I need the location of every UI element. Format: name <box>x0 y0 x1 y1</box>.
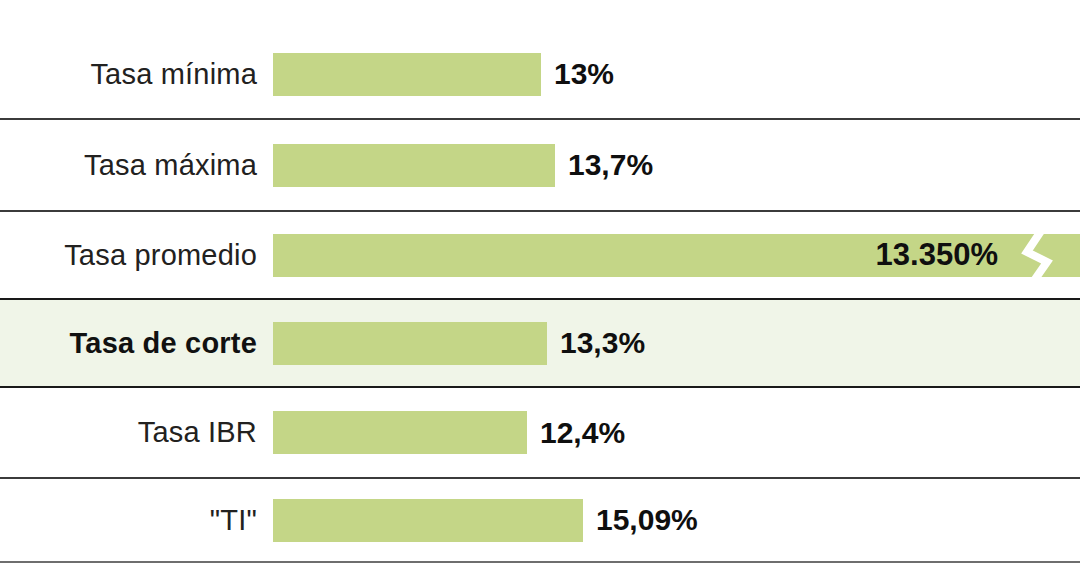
chart-row-ti: "TI" 15,09% <box>0 477 1080 563</box>
row-label: "TI" <box>0 504 257 537</box>
bar-value: 13% <box>554 57 614 91</box>
axis-break-icon <box>1020 229 1056 286</box>
row-label: Tasa de corte <box>0 327 257 360</box>
bar-tasa-ibr <box>273 411 527 454</box>
bar-value: 15,09% <box>596 503 698 537</box>
row-label: Tasa IBR <box>0 416 257 449</box>
bar-value-inside: 13.350% <box>876 237 998 273</box>
row-label: Tasa promedio <box>0 239 257 272</box>
rate-bar-chart: Tasa mínima 13% Tasa máxima 13,7% Tasa p… <box>0 0 1080 567</box>
row-label: Tasa mínima <box>0 58 257 91</box>
chart-row-tasa-minima: Tasa mínima 13% <box>0 0 1080 118</box>
row-label: Tasa máxima <box>0 149 257 182</box>
chart-row-tasa-ibr: Tasa IBR 12,4% <box>0 388 1080 477</box>
bar-tasa-de-corte <box>273 322 547 365</box>
bar-tasa-minima <box>273 53 541 96</box>
bar-value: 13,3% <box>560 326 645 360</box>
bar-ti <box>273 499 583 542</box>
bar-value: 12,4% <box>540 416 625 450</box>
bar-tasa-promedio: 13.350% <box>273 234 1080 277</box>
chart-row-tasa-maxima: Tasa máxima 13,7% <box>0 118 1080 210</box>
bar-tasa-maxima <box>273 144 555 187</box>
bar-value: 13,7% <box>568 148 653 182</box>
chart-row-tasa-de-corte-highlighted: Tasa de corte 13,3% <box>0 298 1080 388</box>
chart-row-tasa-promedio: Tasa promedio 13.350% <box>0 210 1080 298</box>
